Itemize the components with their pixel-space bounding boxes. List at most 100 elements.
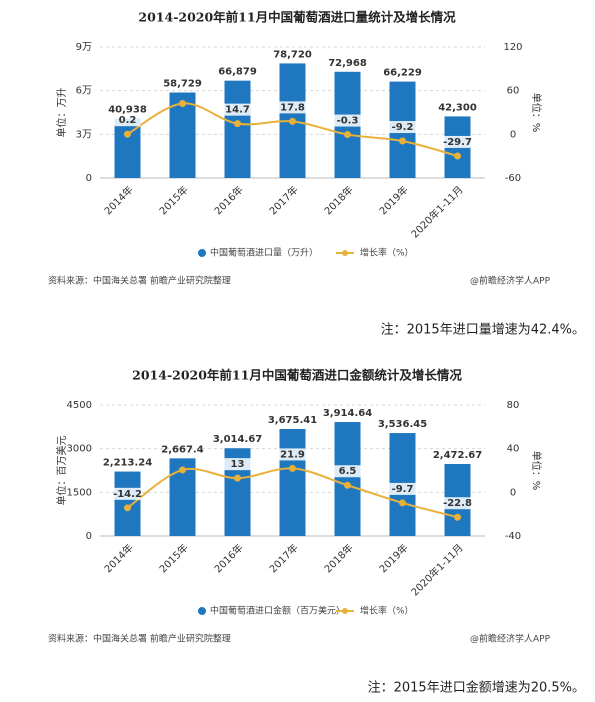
y-tick-label: 4500 <box>67 400 92 411</box>
x-tick-label: 2018年 <box>321 183 355 217</box>
line-value-label: 21.9 <box>280 449 305 460</box>
y-tick-label: 3000 <box>67 444 92 455</box>
x-tick-label: 2018年 <box>321 541 355 575</box>
y2-axis-label: 单位：% <box>530 93 543 133</box>
growth-point <box>344 131 351 139</box>
bar-value-label: 2,472.67 <box>433 450 482 461</box>
y-axis-label: 单位：万升 <box>55 88 68 138</box>
y2-tick-label: 0 <box>510 487 516 498</box>
label-box <box>444 497 471 510</box>
label-box <box>444 135 471 148</box>
growth-point <box>289 117 296 125</box>
x-tick-label: 2014年 <box>101 183 135 217</box>
chart: 2014-2020年前11月中国葡萄酒进口量统计及增长情况 0 3万 6万 9万 -60 0… <box>48 10 585 338</box>
growth-point <box>454 513 461 521</box>
line-value-label: -9.7 <box>392 484 414 495</box>
legend-label: 中国葡萄酒进口金额（百万美元） <box>210 605 345 617</box>
y-tick-label: 6万 <box>76 86 92 97</box>
label-box <box>334 465 361 478</box>
bar-value-label: 3,675.41 <box>268 415 317 426</box>
bar <box>279 429 306 536</box>
bar-value-label: 2,213.24 <box>103 458 152 469</box>
y2-tick-label: 120 <box>503 42 522 53</box>
y-tick-label: 0 <box>86 173 92 184</box>
x-tick-label: 2020年1-11月 <box>408 183 465 240</box>
y-axis-label: 单位：百万美元 <box>55 436 68 506</box>
line-value-label: 6.5 <box>339 466 357 477</box>
x-tick-label: 2014年 <box>101 541 135 575</box>
y2-tick-label: 40 <box>507 444 520 455</box>
note: 注：2015年进口量增速为42.4%。 <box>381 323 585 338</box>
x-tick-label: 2017年 <box>266 541 300 575</box>
x-tick-label: 2019年 <box>376 183 410 217</box>
line-value-label: -14.2 <box>113 489 142 500</box>
x-tick-label: 2019年 <box>376 541 410 575</box>
y2-tick-label: -40 <box>505 531 521 542</box>
line-value-label: -0.3 <box>337 116 359 127</box>
label-box <box>389 482 416 495</box>
line-value-label: 17.8 <box>280 102 305 113</box>
growth-point <box>289 464 296 472</box>
x-tick-label: 2015年 <box>156 541 190 575</box>
legend-line-dot <box>342 608 348 614</box>
growth-point <box>399 499 406 507</box>
y2-tick-label: 0 <box>510 129 516 140</box>
y-tick-label: 9万 <box>76 42 92 53</box>
legend-bar-swatch <box>198 249 206 257</box>
legend-line-dot <box>342 250 348 256</box>
x-tick-label: 2016年 <box>211 183 245 217</box>
growth-point <box>179 99 186 107</box>
y2-tick-label: 80 <box>507 400 520 411</box>
legend-label: 增长率（%） <box>360 247 414 259</box>
label-box <box>334 114 361 127</box>
bar-value-label: 58,729 <box>163 79 202 90</box>
bar-value-label: 78,720 <box>273 49 312 60</box>
x-tick-label: 2020年1-11月 <box>408 541 465 598</box>
chart: 2014-2020年前11月中国葡萄酒进口金额统计及增长情况 0 1500 3000 4… <box>48 368 585 696</box>
line-value-label: 0.2 <box>119 115 137 126</box>
y2-axis-label: 单位：% <box>530 451 543 491</box>
bar-value-label: 3,014.67 <box>213 434 262 445</box>
growth-point <box>234 474 241 482</box>
chart-title: 2014-2020年前11月中国葡萄酒进口金额统计及增长情况 <box>132 368 462 383</box>
y2-tick-label: -60 <box>505 173 521 184</box>
line-value-label: -9.2 <box>392 122 414 133</box>
bar-value-label: 72,968 <box>328 58 367 69</box>
line-value-label: -22.8 <box>443 498 472 509</box>
legend-bar-swatch <box>198 607 206 615</box>
growth-point <box>399 137 406 145</box>
line-value-label: -29.7 <box>443 137 472 148</box>
x-tick-label: 2016年 <box>211 541 245 575</box>
y-tick-label: 3万 <box>76 129 92 140</box>
credit: @前瞻经济学人APP <box>470 633 551 645</box>
line-value-label: 13 <box>231 459 245 470</box>
bar-value-label: 66,229 <box>383 68 422 79</box>
x-tick-label: 2015年 <box>156 183 190 217</box>
label-box <box>279 101 306 114</box>
label-box <box>114 114 141 127</box>
growth-point <box>344 481 351 489</box>
x-tick-label: 2017年 <box>266 183 300 217</box>
bar-value-label: 42,300 <box>438 102 477 113</box>
label-box <box>114 487 141 500</box>
bar-value-label: 2,667.4 <box>161 444 203 455</box>
legend-label: 中国葡萄酒进口量（万升） <box>210 247 318 259</box>
credit: @前瞻经济学人APP <box>470 275 551 287</box>
chart-title: 2014-2020年前11月中国葡萄酒进口量统计及增长情况 <box>138 10 456 25</box>
y2-tick-label: 60 <box>507 86 520 97</box>
bar-value-label: 66,879 <box>218 67 257 78</box>
note: 注：2015年进口金额增速为20.5%。 <box>368 680 585 696</box>
growth-point <box>124 130 131 138</box>
y-tick-label: 0 <box>86 531 92 542</box>
y-tick-label: 1500 <box>67 487 92 498</box>
line-value-label: 14.7 <box>225 105 250 116</box>
growth-point <box>234 120 241 128</box>
bar-value-label: 3,914.64 <box>323 408 372 419</box>
source: 资料来源：中国海关总署 前瞻产业研究院整理 <box>48 275 231 287</box>
bar-value-label: 3,536.45 <box>378 419 427 430</box>
source: 资料来源：中国海关总署 前瞻产业研究院整理 <box>48 633 231 645</box>
growth-point <box>179 466 186 474</box>
label-box <box>389 121 416 134</box>
label-box <box>224 458 251 471</box>
